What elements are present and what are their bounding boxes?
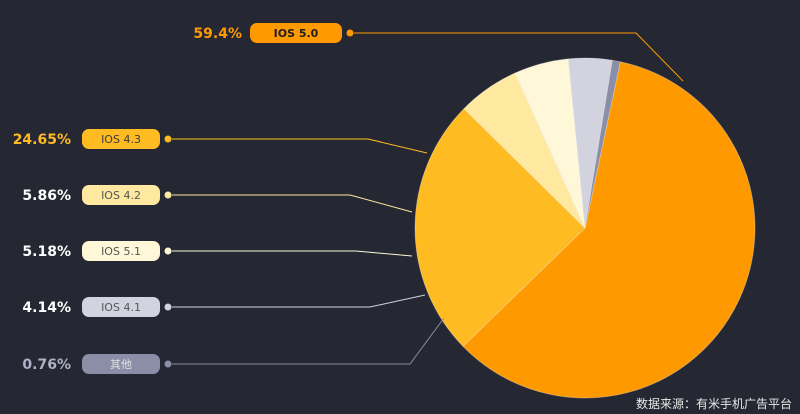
legend-dot — [164, 191, 172, 199]
legend-label: IOS 4.1 — [101, 301, 141, 314]
legend-label: 其他 — [110, 358, 132, 371]
leader-lines — [172, 32, 684, 365]
pie-slices — [414, 57, 756, 399]
leader-line — [172, 138, 428, 154]
legend-label: IOS 4.3 — [101, 133, 141, 146]
legend-dot — [164, 360, 172, 368]
legend-entry: 5.18% IOS 5.1 — [22, 241, 172, 261]
legend-entry: 24.65% IOS 4.3 — [13, 129, 172, 149]
legend-value: 0.76% — [22, 357, 71, 373]
legend-value: 24.65% — [13, 132, 71, 148]
legend-entry: 5.86% IOS 4.2 — [22, 185, 172, 205]
leader-line — [172, 250, 413, 257]
slice-other — [584, 59, 621, 229]
legend-label: IOS 5.0 — [274, 27, 319, 40]
leader-line — [172, 194, 413, 213]
legend-pill — [82, 354, 160, 374]
legend-dot — [164, 303, 172, 311]
source-note: 数据来源：有米手机广告平台 — [636, 396, 792, 411]
legend-label: IOS 4.2 — [101, 189, 141, 202]
slice-ios-4-2 — [463, 72, 586, 229]
legend-pill — [82, 185, 160, 205]
slice-ios-5-0 — [462, 61, 756, 399]
legend-value: 5.18% — [22, 244, 71, 260]
leader-line — [172, 317, 445, 365]
legend-dot — [164, 135, 172, 143]
legend-value: 4.14% — [22, 300, 71, 316]
legend-entry: 0.76% 其他 — [22, 354, 172, 374]
legend-pill — [250, 23, 342, 43]
legend-entry: 59.4% IOS 5.0 — [193, 23, 354, 43]
leader-line — [172, 294, 426, 308]
slice-ios-4-1 — [567, 57, 613, 229]
legend-pill — [82, 241, 160, 261]
legend-entry: 4.14% IOS 4.1 — [22, 297, 172, 317]
legend-dot — [346, 29, 354, 37]
legend: 59.4% IOS 5.0 24.65% IOS 4.3 5.86% IOS 4.2 5.1… — [13, 23, 354, 374]
legend-label: IOS 5.1 — [101, 245, 141, 258]
slice-ios-5-1 — [514, 58, 586, 229]
legend-value: 59.4% — [193, 26, 242, 42]
leader-line — [354, 32, 684, 82]
legend-pill — [82, 129, 160, 149]
legend-value: 5.86% — [22, 188, 71, 204]
legend-dot — [164, 247, 172, 255]
legend-pill — [82, 297, 160, 317]
slice-ios-4-3 — [414, 108, 586, 347]
